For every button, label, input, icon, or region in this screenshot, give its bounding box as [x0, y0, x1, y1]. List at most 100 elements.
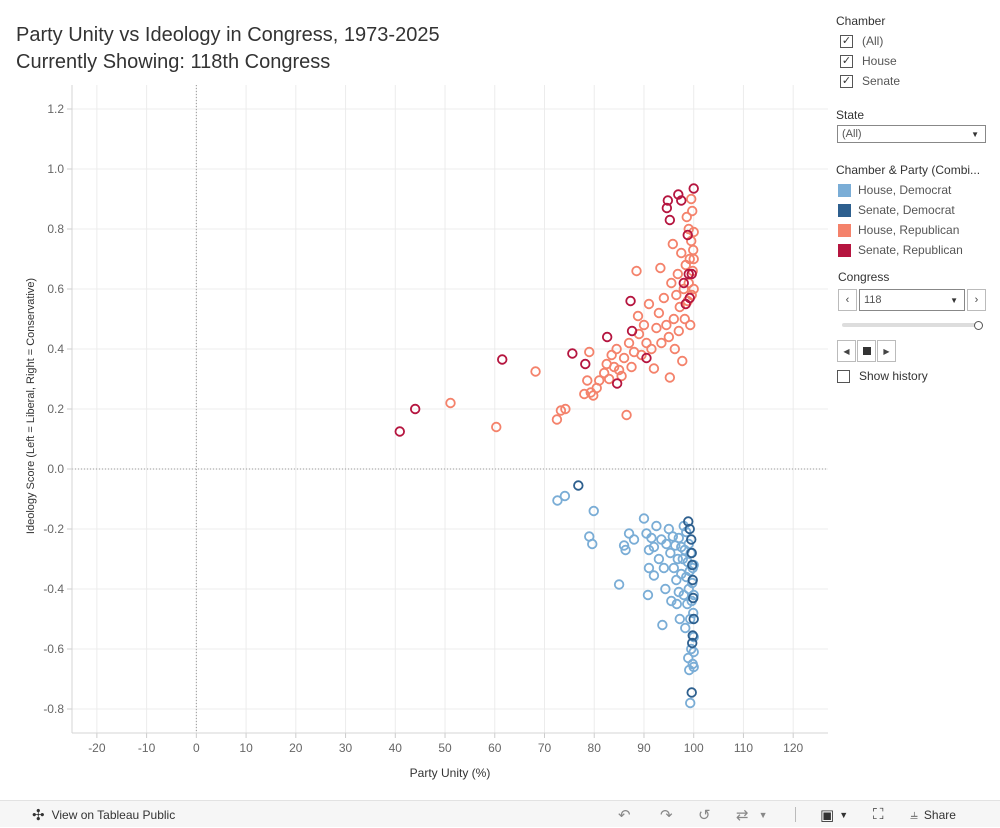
data-point[interactable] — [688, 592, 699, 604]
data-point[interactable] — [582, 375, 593, 386]
data-point[interactable] — [676, 195, 687, 206]
data-point[interactable] — [661, 319, 672, 331]
data-point[interactable] — [658, 562, 670, 574]
chamber-option-house[interactable]: ✓ House — [840, 52, 897, 70]
fullscreen-button[interactable]: ⛶ — [873, 801, 884, 828]
data-point[interactable] — [643, 562, 655, 574]
data-point[interactable] — [667, 238, 679, 250]
data-point[interactable] — [684, 523, 695, 535]
data-point[interactable] — [560, 403, 571, 415]
data-point[interactable] — [688, 226, 699, 238]
data-point[interactable] — [653, 307, 665, 319]
data-point[interactable] — [638, 513, 650, 524]
data-point[interactable] — [638, 319, 650, 331]
data-point[interactable] — [688, 607, 699, 619]
data-point[interactable] — [664, 372, 676, 383]
data-point[interactable] — [616, 370, 627, 382]
data-point[interactable] — [683, 268, 694, 280]
data-point[interactable] — [674, 613, 685, 625]
data-point[interactable] — [669, 343, 681, 355]
view-on-tableau-link[interactable]: ✣ View on Tableau Public — [32, 801, 175, 828]
data-point[interactable] — [530, 366, 541, 377]
data-point[interactable] — [648, 541, 660, 553]
data-point[interactable] — [660, 583, 671, 595]
data-point[interactable] — [655, 262, 666, 274]
data-point[interactable] — [688, 661, 699, 673]
device-preview-button[interactable]: ▣ ▼ — [820, 801, 848, 828]
data-point[interactable] — [641, 352, 652, 364]
data-point[interactable] — [662, 195, 674, 206]
data-point[interactable] — [679, 313, 690, 325]
data-point[interactable] — [409, 403, 421, 415]
checkbox-icon[interactable]: ✓ — [840, 74, 853, 88]
data-point[interactable] — [657, 619, 668, 631]
congress-slider-thumb[interactable] — [974, 321, 983, 330]
data-point[interactable] — [567, 348, 578, 359]
data-point[interactable] — [653, 553, 665, 565]
data-point[interactable] — [580, 358, 591, 370]
data-point[interactable] — [688, 613, 699, 625]
data-point[interactable] — [672, 268, 683, 280]
data-point[interactable] — [685, 319, 696, 331]
data-point[interactable] — [598, 367, 610, 379]
data-point[interactable] — [625, 295, 636, 307]
data-point[interactable] — [674, 301, 685, 313]
data-point[interactable] — [606, 349, 617, 361]
congress-dropdown[interactable]: 118 ▼ — [859, 289, 965, 311]
data-point[interactable] — [678, 277, 689, 289]
data-point[interactable] — [663, 331, 675, 343]
data-point[interactable] — [684, 292, 695, 304]
legend-item-house-democrat[interactable]: House, Democrat — [838, 181, 951, 199]
data-point[interactable] — [642, 589, 654, 601]
data-point[interactable] — [677, 355, 688, 367]
state-dropdown[interactable]: (All) ▼ — [837, 125, 986, 143]
data-point[interactable] — [668, 313, 680, 325]
data-point[interactable] — [394, 426, 405, 437]
data-point[interactable] — [648, 570, 660, 581]
data-point[interactable] — [623, 337, 635, 349]
data-point[interactable] — [678, 283, 689, 295]
data-point[interactable] — [685, 613, 696, 625]
legend-item-house-republican[interactable]: House, Republican — [838, 221, 959, 239]
data-point[interactable] — [626, 325, 638, 337]
data-point[interactable] — [664, 214, 676, 226]
data-point[interactable] — [651, 322, 662, 334]
data-point[interactable] — [445, 397, 456, 409]
data-point[interactable] — [661, 202, 673, 214]
data-point[interactable] — [631, 265, 642, 277]
data-point[interactable] — [687, 205, 698, 217]
data-point[interactable] — [667, 531, 679, 542]
congress-next-button[interactable]: › — [967, 289, 986, 311]
data-point[interactable] — [673, 189, 684, 200]
data-point[interactable] — [555, 405, 567, 416]
data-point[interactable] — [687, 630, 698, 641]
data-point[interactable] — [559, 490, 571, 502]
play-back-button[interactable]: ◀ — [837, 340, 856, 362]
data-point[interactable] — [618, 352, 630, 364]
checkbox-icon[interactable]: ✓ — [840, 34, 853, 48]
data-point[interactable] — [685, 697, 696, 709]
data-point[interactable] — [686, 687, 697, 698]
data-point[interactable] — [603, 373, 615, 385]
data-point[interactable] — [686, 193, 697, 205]
data-point[interactable] — [573, 480, 584, 491]
data-point[interactable] — [613, 364, 625, 376]
data-point[interactable] — [620, 544, 631, 556]
data-point[interactable] — [618, 540, 630, 551]
revert-button[interactable]: ↺ — [698, 801, 711, 828]
data-point[interactable] — [656, 337, 667, 349]
data-point[interactable] — [688, 183, 699, 194]
data-point[interactable] — [686, 643, 697, 655]
data-point[interactable] — [643, 298, 655, 310]
data-point[interactable] — [688, 253, 699, 265]
data-point[interactable] — [611, 343, 622, 355]
data-point[interactable] — [666, 277, 677, 289]
data-point[interactable] — [588, 505, 599, 517]
play-forward-button[interactable]: ▶ — [877, 340, 896, 362]
data-points[interactable] — [394, 183, 699, 709]
chamber-option-all[interactable]: ✓ (All) — [840, 32, 883, 50]
data-point[interactable] — [666, 595, 677, 607]
undo-button[interactable]: ↶ — [618, 801, 631, 828]
data-point[interactable] — [676, 247, 687, 259]
legend-item-senate-republican[interactable]: Senate, Republican — [838, 241, 963, 259]
